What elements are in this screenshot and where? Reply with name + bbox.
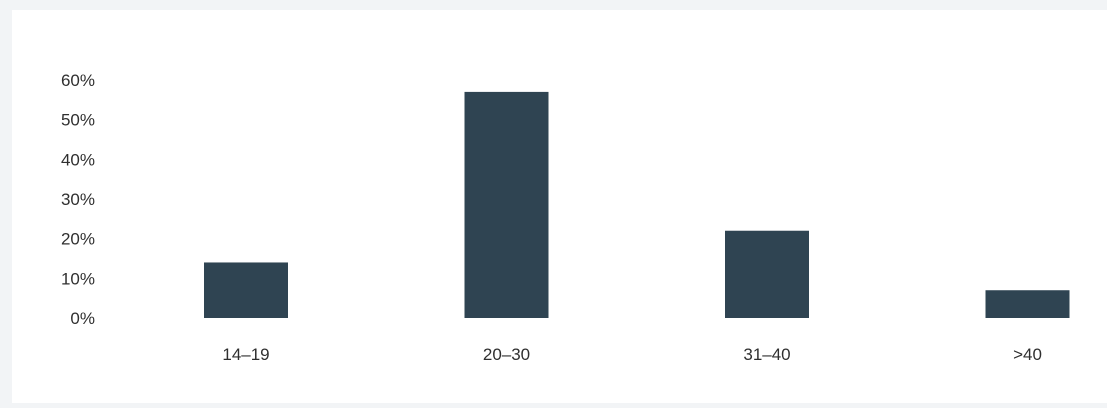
bar [204, 262, 288, 318]
bar [464, 91, 549, 319]
x-tick-label: >40 [1013, 345, 1042, 364]
x-tick-label: 20–30 [483, 345, 530, 364]
y-tick-label: 10% [61, 269, 95, 288]
x-axis: 14–19 20–30 31–40 >40 [222, 345, 1042, 364]
bars [204, 91, 1070, 319]
x-tick-label: 31–40 [743, 345, 790, 364]
bar [725, 230, 809, 318]
y-tick-label: 0% [70, 309, 95, 328]
y-tick-label: 30% [61, 190, 95, 209]
y-tick-label: 20% [61, 230, 95, 249]
bar-chart: 0% 10% 20% 30% 40% 50% 60% 14–19 20–30 31–40 >40 [61, 71, 1070, 364]
bar [985, 290, 1070, 318]
x-tick-label: 14–19 [222, 345, 269, 364]
y-tick-label: 50% [61, 111, 95, 130]
chart-card: 0% 10% 20% 30% 40% 50% 60% 14–19 20–30 31–40 >40 [12, 10, 1107, 403]
y-tick-label: 40% [61, 150, 95, 169]
y-axis: 0% 10% 20% 30% 40% 50% 60% [61, 71, 95, 328]
y-tick-label: 60% [61, 71, 95, 90]
